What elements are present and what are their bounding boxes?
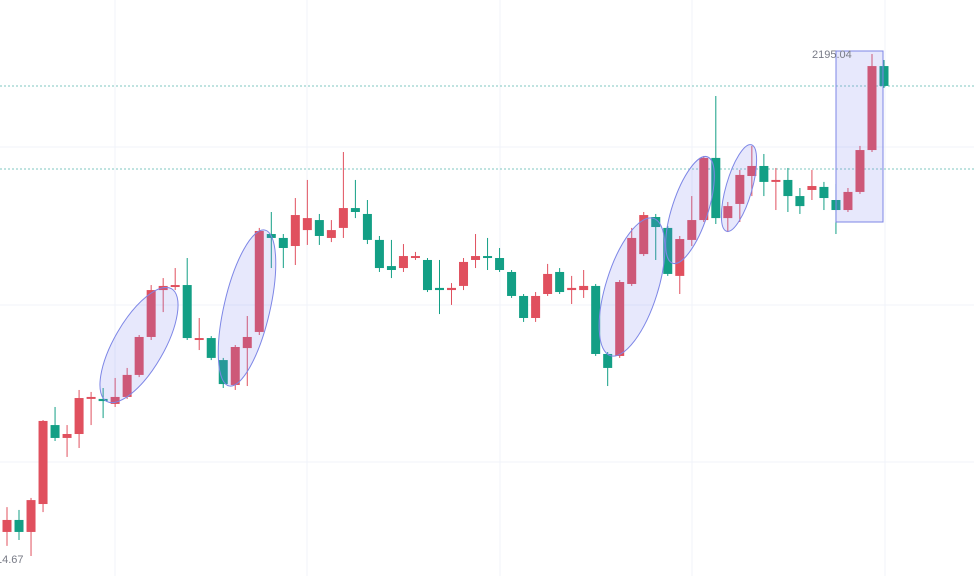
candle-body [206, 338, 216, 358]
candle-body [398, 256, 408, 269]
highlight-ellipse [665, 155, 715, 265]
candle-body [699, 157, 709, 221]
candle-body [74, 398, 84, 435]
candle-body [711, 157, 721, 219]
candle-body [314, 220, 324, 236]
candle-body [170, 285, 180, 288]
candle-body [86, 396, 96, 399]
candle-body [134, 336, 144, 375]
high-label: 2195.04 [812, 49, 852, 61]
candle-body [14, 519, 24, 532]
candle-body [843, 191, 853, 211]
candle-body [591, 285, 601, 354]
candle-body [278, 237, 288, 248]
candle-body [194, 338, 204, 341]
candle-body [374, 239, 384, 269]
candle-body [434, 287, 444, 291]
candle-body [50, 425, 60, 438]
candle-body [747, 165, 757, 177]
candle-body [362, 213, 372, 240]
candle-body [326, 230, 336, 238]
candle-body [807, 186, 817, 190]
candle-body [338, 208, 348, 228]
candle-body [651, 217, 661, 228]
candle-body [110, 396, 120, 404]
candle-body [386, 266, 396, 271]
candle-body [507, 271, 517, 296]
candle-body [254, 230, 264, 332]
candle-body [795, 196, 805, 207]
candle-body [410, 256, 420, 259]
candle-body [603, 353, 613, 368]
candle-body [62, 434, 72, 438]
candle-body [687, 220, 697, 240]
candle-body [98, 398, 108, 402]
candle-body [531, 295, 541, 318]
candle-body [579, 285, 589, 291]
candle-body [422, 259, 432, 291]
candle-body [290, 215, 300, 247]
candle-body [663, 227, 673, 274]
candle-body [483, 256, 493, 259]
low-label: 14.67 [0, 554, 24, 566]
candle-body [675, 239, 685, 276]
candle-body [639, 215, 649, 255]
candle-body [158, 285, 168, 291]
candle-body [242, 336, 252, 349]
candle-body [122, 374, 132, 397]
candle-body [855, 150, 865, 192]
candle-body [38, 420, 48, 505]
candle-body [182, 285, 192, 339]
candle-body [615, 282, 625, 356]
candle-body [819, 186, 829, 199]
candles [2, 54, 889, 557]
highlight-ellipse [217, 229, 277, 387]
candle-body [495, 258, 505, 271]
candle-body [627, 237, 637, 284]
candle-body [146, 290, 156, 337]
highlight-ellipse [720, 144, 758, 232]
drawings [99, 50, 884, 404]
highlight-rect [835, 50, 884, 223]
candle-body [759, 165, 769, 182]
candle-body [783, 179, 793, 197]
candle-body [771, 179, 781, 182]
candle-body [879, 66, 889, 86]
candle-body [567, 287, 577, 291]
candle-body [543, 273, 553, 294]
candle-body [218, 360, 228, 385]
candle-body [230, 346, 240, 385]
candle-body [555, 271, 565, 293]
candle-body [302, 218, 312, 231]
candle-body [735, 174, 745, 204]
candle-body [471, 256, 481, 260]
candle-body [867, 66, 877, 151]
candle-body [723, 206, 733, 219]
highlight-ellipse [99, 286, 179, 404]
candle-body [519, 295, 529, 318]
highlight-ellipse [598, 217, 666, 357]
candle-body [447, 287, 457, 291]
candle-body [459, 261, 469, 286]
candle-body [350, 208, 360, 212]
candle-body [2, 519, 12, 532]
candle-body [26, 500, 36, 532]
